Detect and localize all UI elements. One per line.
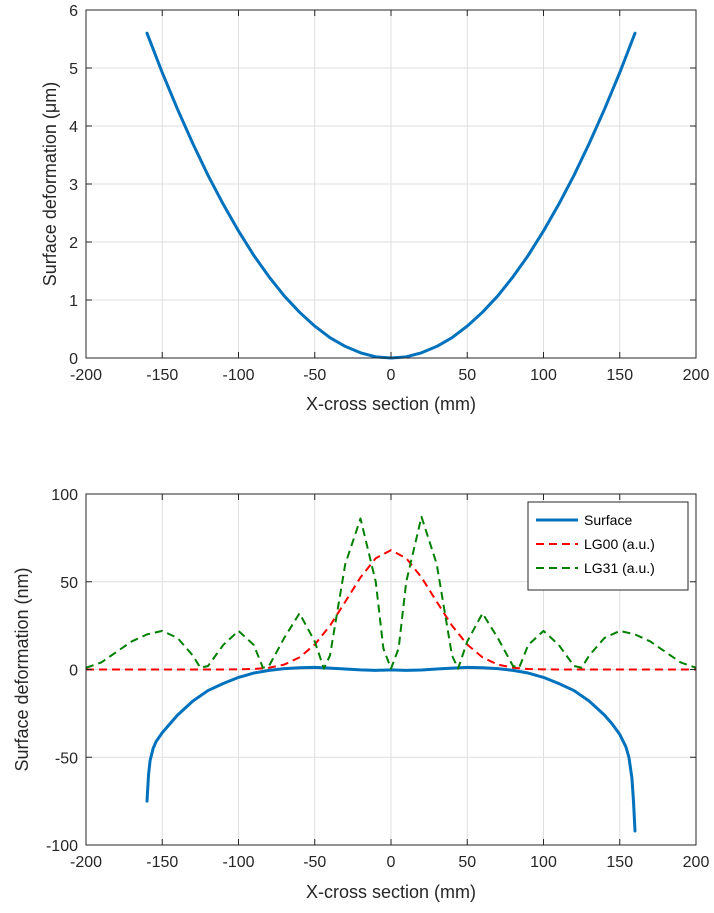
- x-tick-label: -50: [303, 367, 326, 384]
- y-tick-label: -100: [46, 838, 78, 855]
- y-tick-label: 1: [69, 293, 78, 310]
- series-line-lg00-a-u: [86, 549, 696, 671]
- x-tick-label: 150: [606, 367, 633, 384]
- y-tick-label: 50: [60, 575, 78, 592]
- legend-label: LG31 (a.u.): [584, 560, 655, 576]
- x-tick-label: 100: [530, 854, 557, 871]
- series-line-lg31-a-u: [85, 515, 697, 670]
- x-tick-label: 100: [530, 367, 557, 384]
- ticks: [85, 493, 697, 846]
- x-tick-label: 50: [458, 367, 476, 384]
- series-line-surface: [145, 665, 637, 833]
- y-axis-label: Surface deformation (μm): [40, 82, 60, 286]
- legend-label: LG00 (a.u.): [584, 536, 655, 552]
- x-tick-label: 50: [458, 854, 476, 871]
- y-tick-label: 5: [69, 61, 78, 78]
- x-tick-label: -200: [70, 854, 102, 871]
- y-tick-label: 2: [69, 235, 78, 252]
- x-tick-label: 0: [387, 854, 396, 871]
- x-tick-label: 200: [683, 367, 710, 384]
- x-tick-label: -200: [70, 367, 102, 384]
- x-tick-label: -100: [222, 854, 254, 871]
- legend-box: [527, 501, 689, 591]
- y-tick-label: 0: [69, 351, 78, 368]
- ticks: [85, 9, 697, 359]
- y-tick-label: -50: [55, 750, 78, 767]
- y-axis-label: Surface deformation (nm): [12, 567, 32, 771]
- x-tick-label: -50: [303, 854, 326, 871]
- y-tick-label: 3: [69, 177, 78, 194]
- x-tick-label: -150: [146, 854, 178, 871]
- y-tick-label: 100: [51, 487, 78, 504]
- x-axis-label: X-cross section (mm): [306, 394, 476, 414]
- x-tick-label: 200: [683, 854, 710, 871]
- top-chart: -200 -150 -100 -50 0 50 100 150 200 0 1 2 3 4 5 6 X-cros…: [40, 3, 709, 414]
- x-axis-label: X-cross section (mm): [306, 882, 476, 902]
- x-tick-label: 0: [387, 367, 396, 384]
- x-tick-label: 150: [606, 854, 633, 871]
- legend-label: Surface: [584, 512, 632, 528]
- legend: Surface LG00 (a.u.) LG31 (a.u.): [527, 501, 689, 591]
- x-tick-label: -150: [146, 367, 178, 384]
- bottom-chart: -200 -150 -100 -50 0 50 100 150 200 -100 -50 0 50 100…: [12, 487, 709, 902]
- y-tick-label: 4: [69, 119, 78, 136]
- x-tick-label: -100: [222, 367, 254, 384]
- y-tick-label: 6: [69, 3, 78, 20]
- y-tick-label: 0: [69, 663, 78, 680]
